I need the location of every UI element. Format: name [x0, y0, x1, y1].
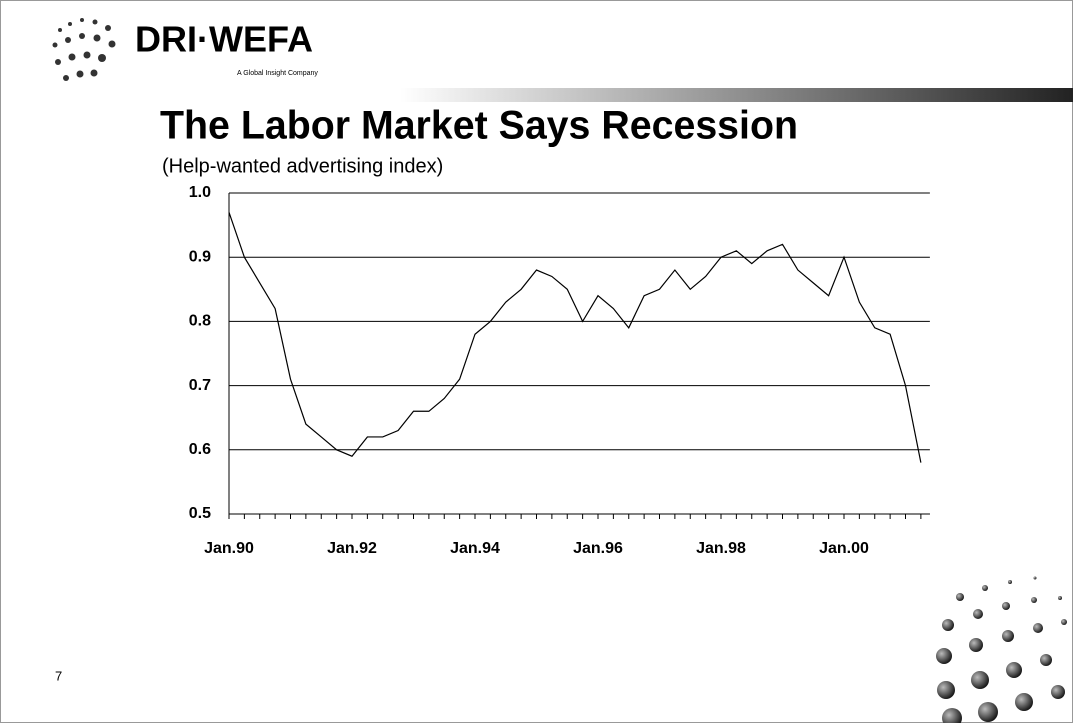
page-number: 7 — [55, 668, 62, 683]
y-tick-label: 0.9 — [189, 248, 211, 265]
x-tick-label: Jan.94 — [450, 540, 500, 557]
x-tick-label: Jan.90 — [204, 540, 254, 557]
chart-title: The Labor Market Says Recession — [160, 104, 798, 148]
series-line — [228, 212, 922, 463]
x-tick-label: Jan.92 — [327, 540, 377, 557]
y-tick-label: 0.8 — [189, 313, 211, 330]
y-tick-label: 0.6 — [189, 441, 211, 458]
x-tick-label: Jan.00 — [819, 540, 869, 557]
x-tick-label: Jan.98 — [696, 540, 746, 557]
corner-decoration — [936, 576, 1067, 723]
y-tick-label: 0.7 — [189, 377, 211, 394]
x-tick-label: Jan.96 — [573, 540, 623, 557]
y-tick-label: 0.5 — [189, 505, 211, 522]
y-tick-label: 1.0 — [189, 184, 211, 201]
chart-subtitle: (Help-wanted advertising index) — [162, 155, 443, 177]
plot: 0.5 0.6 0.7 0.8 0.9 1.0 Jan.90 Jan.92 Jan.94 Jan.… — [189, 184, 930, 557]
logo-dots — [52, 18, 116, 81]
logo-text: DRI·WEFA — [135, 19, 313, 60]
logo-tagline: A Global Insight Company — [237, 70, 318, 77]
header-bar — [400, 88, 1073, 102]
